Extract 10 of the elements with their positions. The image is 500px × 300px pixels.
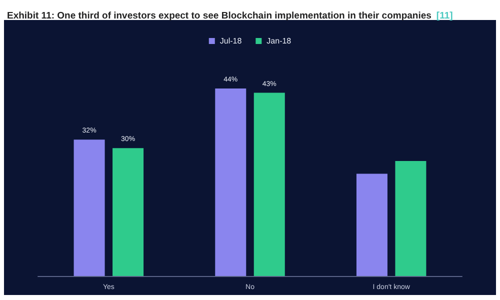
bar (74, 140, 105, 276)
legend-label: Jan-18 (266, 36, 292, 46)
text: [11] (436, 10, 453, 22)
bar (112, 148, 144, 276)
legend-label: Jul-18 (220, 36, 242, 46)
chart-title: Exhibit 11: One third of investors expect to see Blockchain implementation in their companies (7, 10, 432, 22)
bar (215, 88, 246, 276)
bar (395, 160, 426, 276)
bar (254, 92, 285, 276)
bar (356, 174, 388, 276)
